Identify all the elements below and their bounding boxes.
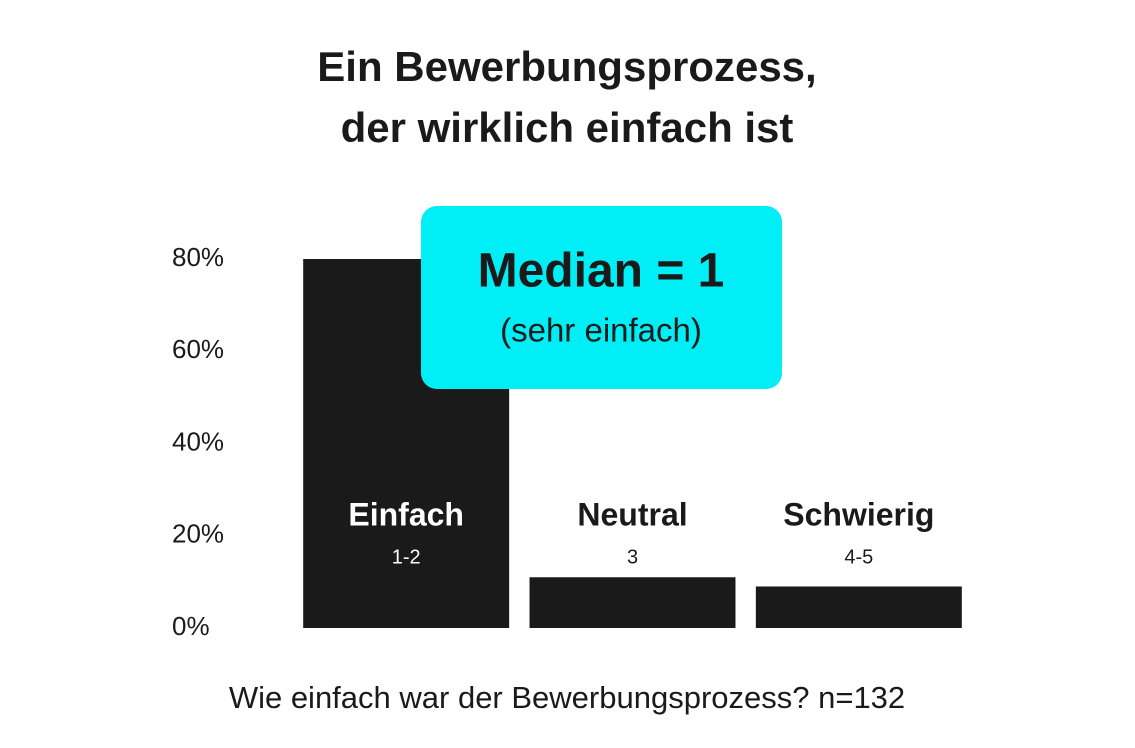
y-tick-label: 40% xyxy=(172,426,224,456)
chart-title: der wirklich einfach ist xyxy=(341,104,794,151)
annotation-title: Median = 1 xyxy=(478,245,725,298)
category-label: Schwierig xyxy=(783,496,934,532)
chart-title: Ein Bewerbungsprozess, xyxy=(317,43,816,90)
x-axis-label: Wie einfach war der Bewerbungsprozess? n… xyxy=(229,680,905,715)
y-tick-label: 80% xyxy=(172,242,224,272)
y-tick-label: 0% xyxy=(172,611,210,641)
y-tick-label: 60% xyxy=(172,334,224,364)
category-label: Neutral xyxy=(577,496,687,532)
y-tick-label: 20% xyxy=(172,519,224,549)
category-sublabel: 4-5 xyxy=(844,546,873,568)
category-sublabel: 1-2 xyxy=(392,546,421,568)
bar xyxy=(755,586,962,628)
annotation-subtitle: (sehr einfach) xyxy=(500,312,702,349)
bar xyxy=(529,577,736,628)
category-sublabel: 3 xyxy=(627,546,638,568)
category-label: Einfach xyxy=(348,496,464,532)
annotation-box xyxy=(421,206,782,389)
